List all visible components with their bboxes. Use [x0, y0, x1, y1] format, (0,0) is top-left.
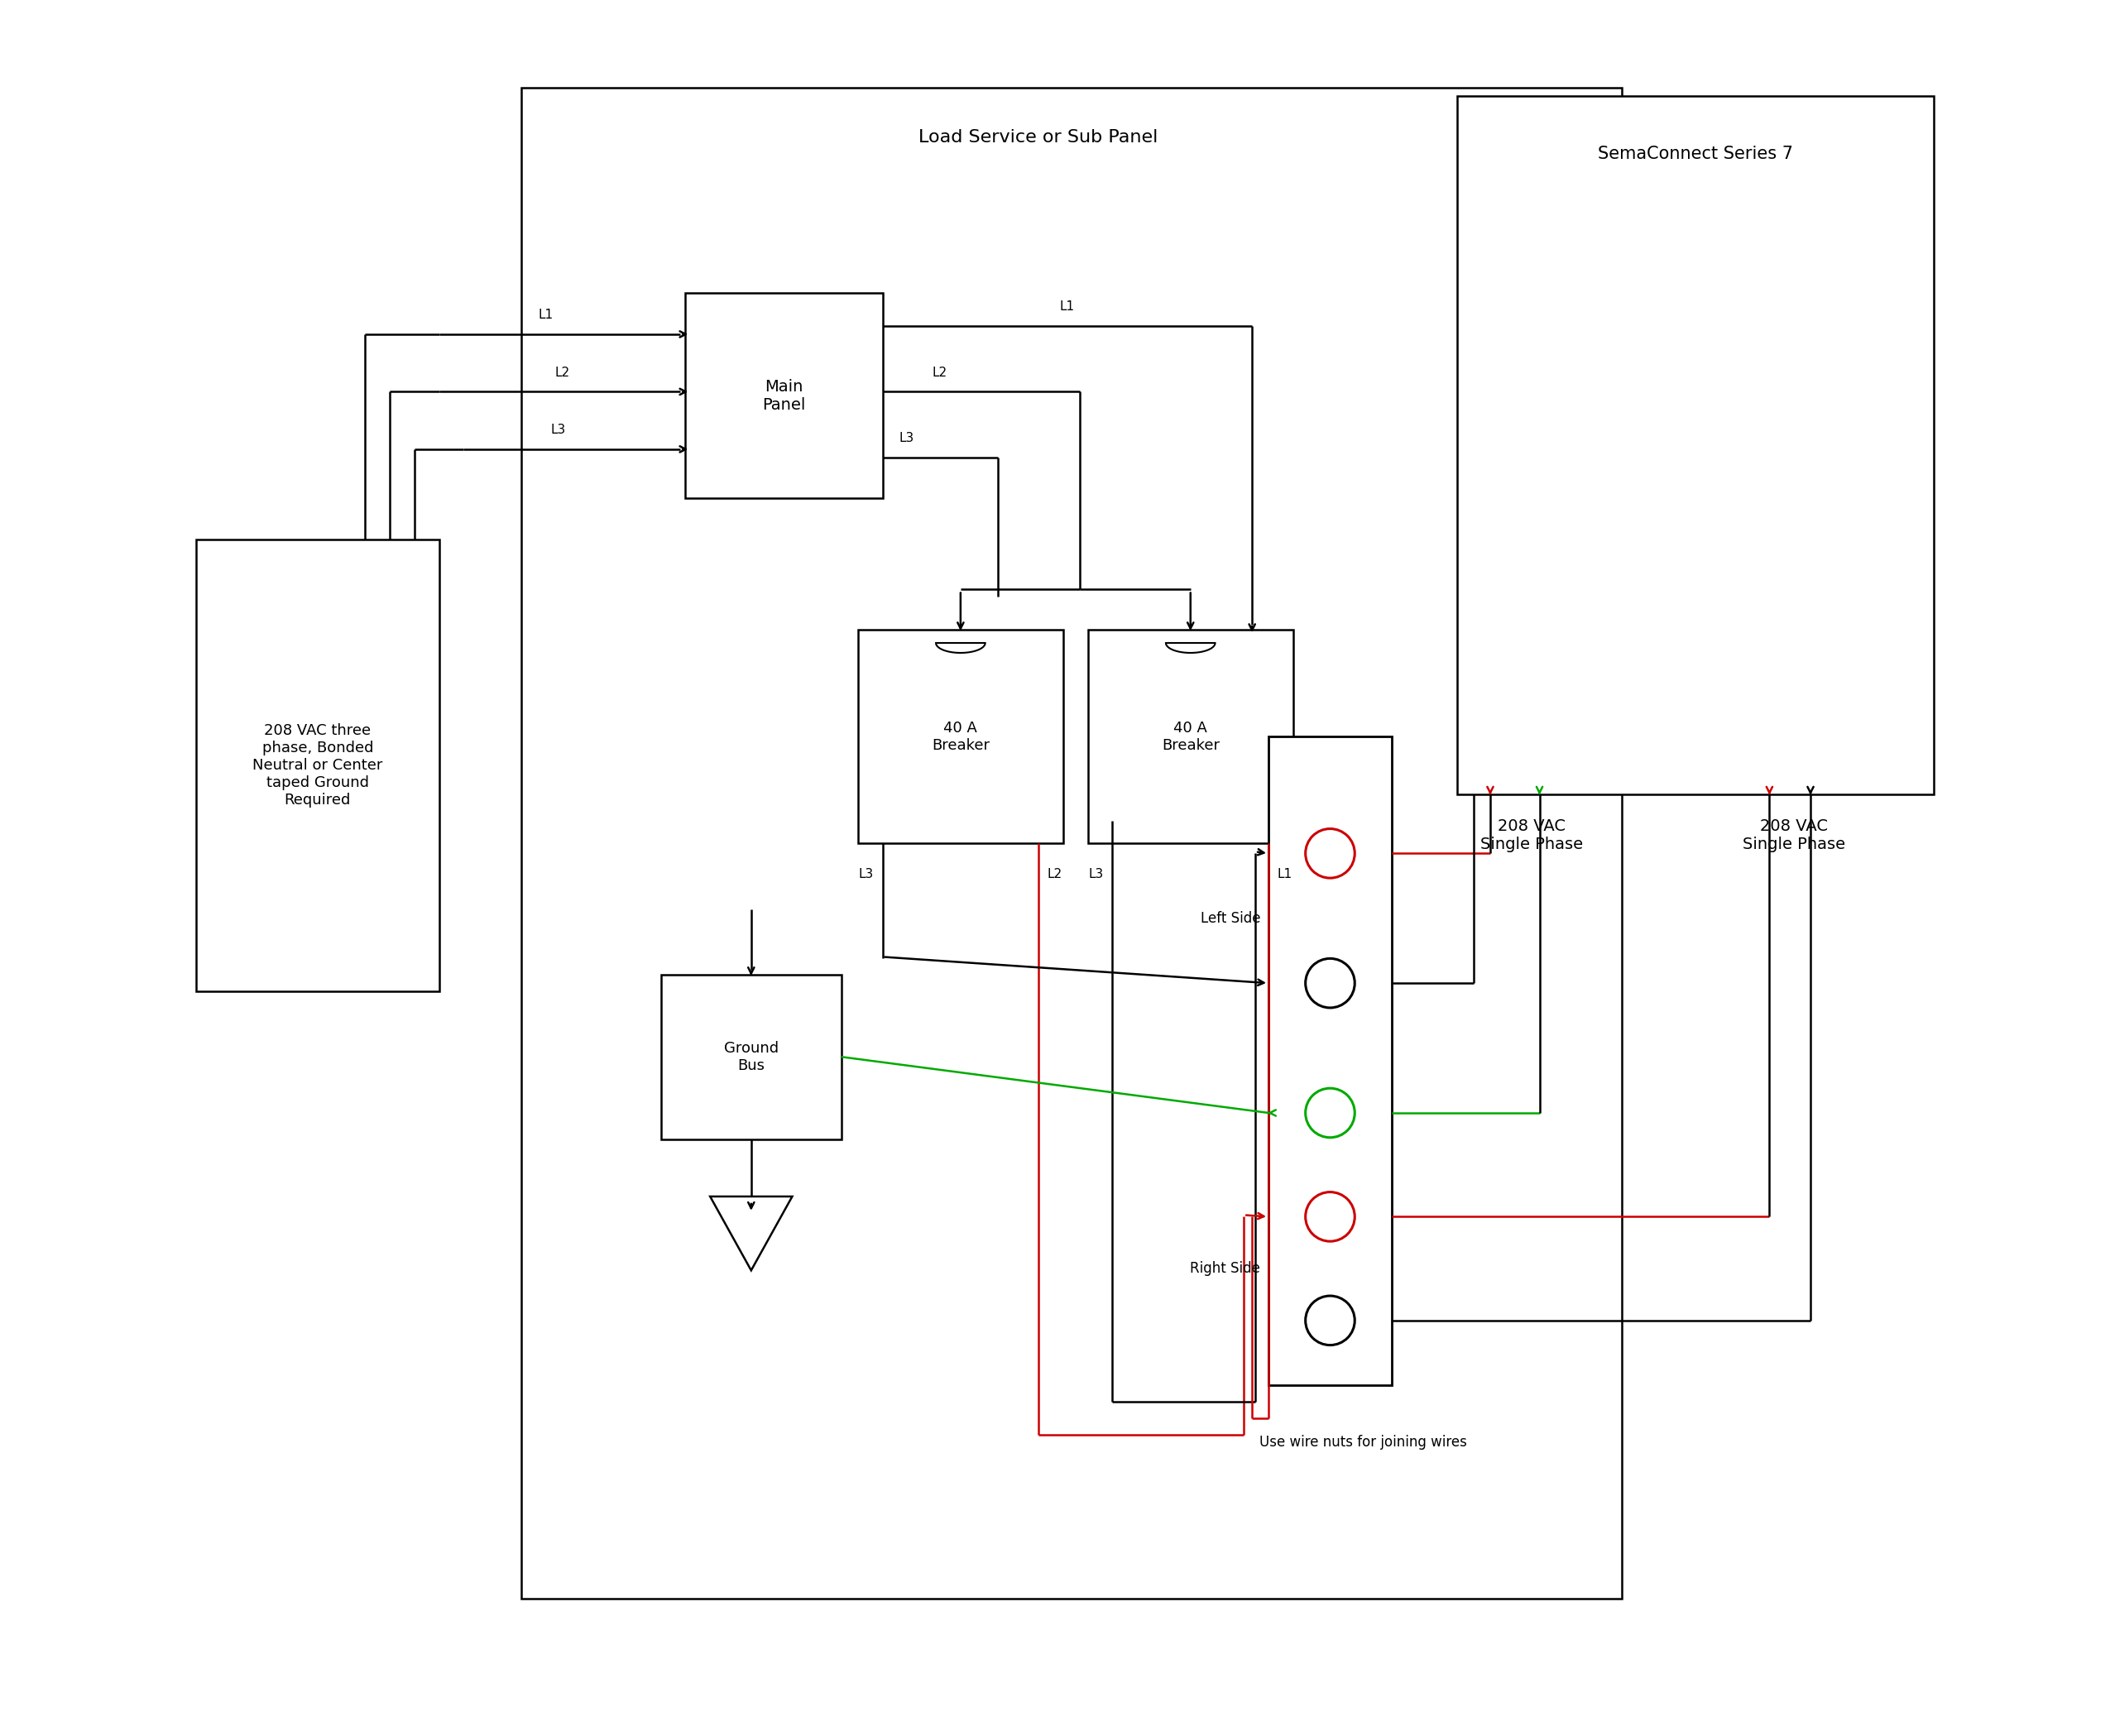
Circle shape [1306, 1295, 1355, 1345]
Text: 40 A
Breaker: 40 A Breaker [933, 720, 990, 753]
Bar [686, 293, 882, 498]
Text: Left Side: Left Side [1201, 911, 1260, 925]
Bar [1089, 630, 1293, 844]
Text: Load Service or Sub Panel: Load Service or Sub Panel [918, 128, 1158, 146]
Bar [521, 89, 1623, 1599]
Bar [196, 540, 439, 991]
Text: L3: L3 [1089, 868, 1104, 880]
Text: Main
Panel: Main Panel [762, 378, 806, 413]
Bar [1458, 95, 1933, 793]
Text: L1: L1 [538, 309, 553, 321]
Text: L2: L2 [1047, 868, 1063, 880]
Text: 40 A
Breaker: 40 A Breaker [1160, 720, 1220, 753]
Bar [660, 974, 842, 1139]
Text: L3: L3 [899, 432, 914, 444]
Text: 208 VAC
Single Phase: 208 VAC Single Phase [1743, 819, 1846, 852]
Text: Right Side: Right Side [1190, 1260, 1260, 1276]
Circle shape [1306, 1088, 1355, 1137]
Bar [1268, 736, 1393, 1385]
Text: Use wire nuts for joining wires: Use wire nuts for joining wires [1260, 1434, 1466, 1450]
Circle shape [1306, 1193, 1355, 1241]
Text: L3: L3 [551, 424, 565, 436]
Text: L1: L1 [1277, 868, 1293, 880]
Text: 208 VAC
Single Phase: 208 VAC Single Phase [1479, 819, 1582, 852]
Text: 208 VAC three
phase, Bonded
Neutral or Center
taped Ground
Required: 208 VAC three phase, Bonded Neutral or C… [253, 724, 382, 807]
Text: L1: L1 [1059, 300, 1074, 312]
Circle shape [1306, 828, 1355, 878]
Bar [859, 630, 1063, 844]
Circle shape [1306, 958, 1355, 1009]
Text: L3: L3 [859, 868, 874, 880]
Text: SemaConnect Series 7: SemaConnect Series 7 [1597, 146, 1793, 161]
Polygon shape [711, 1196, 791, 1271]
Text: Ground
Bus: Ground Bus [724, 1042, 779, 1073]
Text: L2: L2 [555, 366, 570, 378]
Text: L2: L2 [933, 366, 947, 378]
